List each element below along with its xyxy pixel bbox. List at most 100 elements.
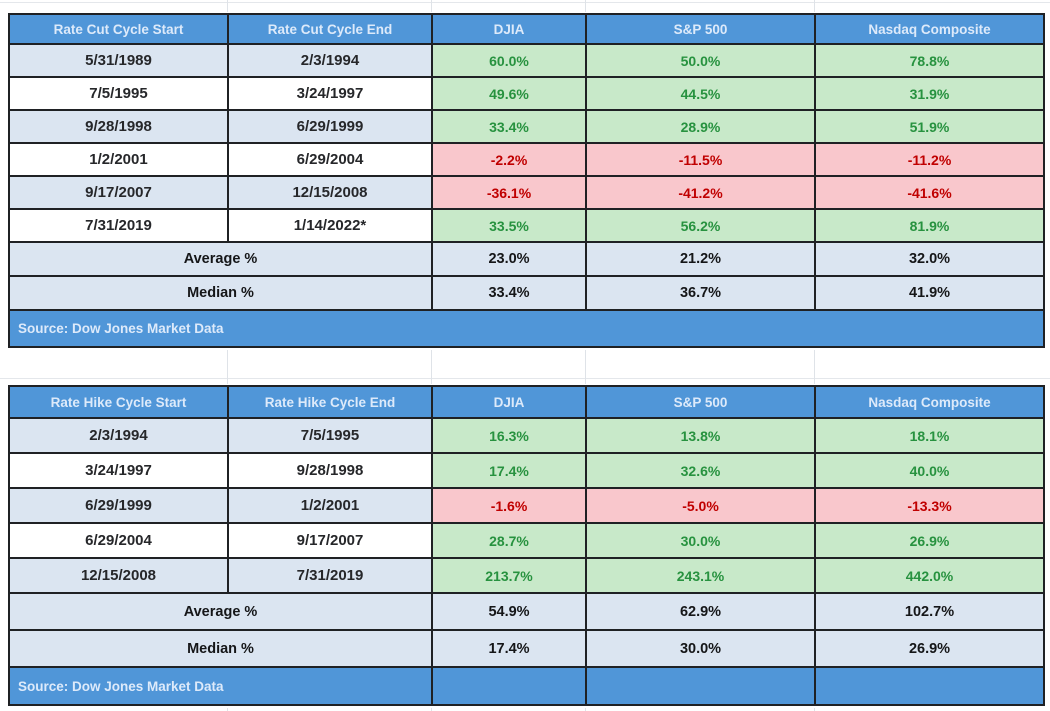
col-header-rate-cut-end: Rate Cut Cycle End: [227, 13, 433, 45]
nasdaq-median: 26.9%: [814, 629, 1045, 668]
sp500-return: 28.9%: [585, 109, 816, 144]
djia-return: 16.3%: [431, 417, 587, 454]
sp500-return: 56.2%: [585, 208, 816, 243]
djia-return: -1.6%: [431, 487, 587, 524]
sp500-average: 21.2%: [585, 241, 816, 277]
cycle-start-date: 7/31/2019: [8, 208, 229, 243]
source-row: Source: Dow Jones Market Data: [8, 666, 1045, 706]
median-row: Median % 17.4% 30.0% 26.9%: [8, 629, 1045, 668]
cycle-start-date: 7/5/1995: [8, 76, 229, 111]
gridline-v: [431, 0, 432, 12]
gridline-v: [227, 0, 228, 12]
col-header-djia: DJIA: [431, 385, 587, 419]
header-row: Rate Cut Cycle Start Rate Cut Cycle End …: [8, 13, 1045, 45]
djia-median: 33.4%: [431, 275, 587, 311]
cycle-end-date: 2/3/1994: [227, 43, 433, 78]
table-row: 9/17/2007 12/15/2008 -36.1% -41.2% -41.6…: [8, 175, 1045, 210]
median-label: Median %: [8, 275, 433, 311]
sp500-median: 36.7%: [585, 275, 816, 311]
nasdaq-return: -11.2%: [814, 142, 1045, 177]
djia-return: -2.2%: [431, 142, 587, 177]
djia-return: 33.5%: [431, 208, 587, 243]
table-row: 9/28/1998 6/29/1999 33.4% 28.9% 51.9%: [8, 109, 1045, 144]
cycle-end-date: 7/31/2019: [227, 557, 433, 594]
cycle-start-date: 6/29/2004: [8, 522, 229, 559]
cycle-start-date: 12/15/2008: [8, 557, 229, 594]
djia-return: 33.4%: [431, 109, 587, 144]
djia-median: 17.4%: [431, 629, 587, 668]
table-row: 1/2/2001 6/29/2004 -2.2% -11.5% -11.2%: [8, 142, 1045, 177]
cycle-end-date: 9/17/2007: [227, 522, 433, 559]
sp500-return: 13.8%: [585, 417, 816, 454]
djia-average: 54.9%: [431, 592, 587, 631]
table-row: 7/5/1995 3/24/1997 49.6% 44.5% 31.9%: [8, 76, 1045, 111]
nasdaq-return: 51.9%: [814, 109, 1045, 144]
gridline-v: [585, 708, 586, 711]
source-row: Source: Dow Jones Market Data: [8, 309, 1045, 348]
nasdaq-return: 18.1%: [814, 417, 1045, 454]
djia-return: 17.4%: [431, 452, 587, 489]
rate-hike-cycle-table: Rate Hike Cycle Start Rate Hike Cycle En…: [8, 385, 1045, 706]
table-row: 5/31/1989 2/3/1994 60.0% 50.0% 78.8%: [8, 43, 1045, 78]
gridline-v: [585, 0, 586, 12]
source-empty-cell: [431, 666, 587, 706]
source-note: Source: Dow Jones Market Data: [8, 309, 1045, 348]
header-row: Rate Hike Cycle Start Rate Hike Cycle En…: [8, 385, 1045, 419]
table-row: 6/29/1999 1/2/2001 -1.6% -5.0% -13.3%: [8, 487, 1045, 524]
col-header-rate-cut-start: Rate Cut Cycle Start: [8, 13, 229, 45]
djia-return: 28.7%: [431, 522, 587, 559]
source-empty-cell: [814, 666, 1045, 706]
table-row: 7/31/2019 1/14/2022* 33.5% 56.2% 81.9%: [8, 208, 1045, 243]
nasdaq-return: 31.9%: [814, 76, 1045, 111]
gridline-v: [814, 350, 815, 384]
cycle-start-date: 5/31/1989: [8, 43, 229, 78]
sp500-return: 30.0%: [585, 522, 816, 559]
sp500-return: 44.5%: [585, 76, 816, 111]
nasdaq-return: -41.6%: [814, 175, 1045, 210]
sp500-median: 30.0%: [585, 629, 816, 668]
cycle-end-date: 7/5/1995: [227, 417, 433, 454]
cycle-start-date: 3/24/1997: [8, 452, 229, 489]
median-label: Median %: [8, 629, 433, 668]
col-header-rate-hike-start: Rate Hike Cycle Start: [8, 385, 229, 419]
col-header-sp500: S&P 500: [585, 385, 816, 419]
table-row: 6/29/2004 9/17/2007 28.7% 30.0% 26.9%: [8, 522, 1045, 559]
nasdaq-return: 40.0%: [814, 452, 1045, 489]
col-header-djia: DJIA: [431, 13, 587, 45]
col-header-sp500: S&P 500: [585, 13, 816, 45]
cycle-start-date: 1/2/2001: [8, 142, 229, 177]
cycle-start-date: 9/17/2007: [8, 175, 229, 210]
gridline-h: [0, 2, 1050, 3]
cycle-end-date: 3/24/1997: [227, 76, 433, 111]
average-label: Average %: [8, 241, 433, 277]
table-row: 3/24/1997 9/28/1998 17.4% 32.6% 40.0%: [8, 452, 1045, 489]
col-header-nasdaq: Nasdaq Composite: [814, 13, 1045, 45]
gridline-v: [227, 350, 228, 384]
average-row: Average % 54.9% 62.9% 102.7%: [8, 592, 1045, 631]
djia-return: -36.1%: [431, 175, 587, 210]
sp500-return: 32.6%: [585, 452, 816, 489]
nasdaq-average: 32.0%: [814, 241, 1045, 277]
cycle-start-date: 2/3/1994: [8, 417, 229, 454]
average-row: Average % 23.0% 21.2% 32.0%: [8, 241, 1045, 277]
nasdaq-return: 26.9%: [814, 522, 1045, 559]
cycle-end-date: 6/29/1999: [227, 109, 433, 144]
cycle-end-date: 1/2/2001: [227, 487, 433, 524]
djia-return: 60.0%: [431, 43, 587, 78]
gridline-v: [814, 0, 815, 12]
cycle-end-date: 9/28/1998: [227, 452, 433, 489]
average-label: Average %: [8, 592, 433, 631]
table-row: 2/3/1994 7/5/1995 16.3% 13.8% 18.1%: [8, 417, 1045, 454]
sp500-return: -41.2%: [585, 175, 816, 210]
gridline-v: [431, 708, 432, 711]
sp500-return: 50.0%: [585, 43, 816, 78]
cycle-end-date: 6/29/2004: [227, 142, 433, 177]
djia-average: 23.0%: [431, 241, 587, 277]
djia-return: 49.6%: [431, 76, 587, 111]
source-note: Source: Dow Jones Market Data: [8, 666, 433, 706]
nasdaq-return: -13.3%: [814, 487, 1045, 524]
cycle-start-date: 9/28/1998: [8, 109, 229, 144]
sp500-return: 243.1%: [585, 557, 816, 594]
col-header-nasdaq: Nasdaq Composite: [814, 385, 1045, 419]
nasdaq-average: 102.7%: [814, 592, 1045, 631]
